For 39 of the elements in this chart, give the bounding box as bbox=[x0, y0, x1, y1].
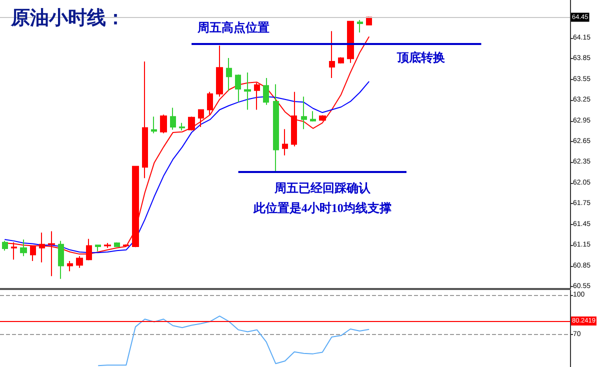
candlestick bbox=[347, 20, 354, 64]
candlestick bbox=[282, 128, 288, 156]
chart-title: 原油小时线： bbox=[10, 7, 125, 29]
candlestick bbox=[244, 72, 251, 110]
candlestick bbox=[58, 240, 64, 280]
candlestick bbox=[319, 114, 326, 122]
candlestick bbox=[142, 60, 148, 179]
candlestick bbox=[123, 244, 129, 247]
candlestick bbox=[310, 110, 316, 122]
candlestick bbox=[207, 91, 213, 116]
candlestick bbox=[95, 244, 101, 252]
line-series bbox=[98, 316, 370, 366]
candlestick bbox=[338, 56, 344, 64]
annotation: 此位置是4小时10均线支撑 bbox=[252, 200, 392, 215]
annotation: 顶底转换 bbox=[396, 50, 446, 64]
candlestick bbox=[132, 166, 139, 248]
candlestick bbox=[179, 122, 185, 131]
candlestick bbox=[273, 84, 279, 172]
candlestick bbox=[235, 74, 241, 103]
candlestick bbox=[2, 240, 8, 252]
candlestick bbox=[188, 116, 195, 131]
candlestick bbox=[151, 116, 157, 134]
candlestick bbox=[263, 78, 269, 106]
candlestick bbox=[216, 45, 223, 98]
candlestick bbox=[170, 107, 176, 130]
candlestick bbox=[104, 242, 111, 248]
candlestick bbox=[301, 96, 307, 130]
candlestick bbox=[20, 239, 27, 257]
candlestick bbox=[226, 57, 232, 92]
candlestick bbox=[114, 242, 120, 247]
candlestick bbox=[357, 20, 363, 33]
candlestick bbox=[160, 114, 167, 134]
candlestick bbox=[67, 260, 73, 272]
candlestick bbox=[329, 30, 335, 79]
ref-line-label: 周五高点位置 bbox=[196, 20, 270, 34]
candlestick bbox=[291, 91, 297, 147]
ref-line-label: 周五已经回踩确认 bbox=[273, 180, 372, 195]
candlestick bbox=[254, 82, 260, 110]
candlestick bbox=[198, 109, 204, 128]
